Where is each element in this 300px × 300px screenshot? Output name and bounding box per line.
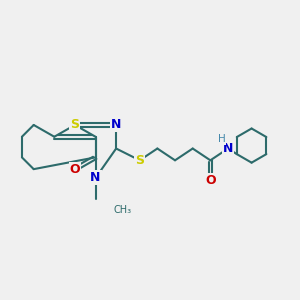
Text: N: N [90,172,101,184]
Text: N: N [223,142,233,155]
Text: CH₃: CH₃ [113,206,131,215]
Text: S: S [70,118,80,131]
Text: N: N [111,118,121,131]
Text: O: O [205,174,216,188]
Text: O: O [70,163,80,176]
Text: H: H [218,134,226,144]
Text: S: S [135,154,144,167]
